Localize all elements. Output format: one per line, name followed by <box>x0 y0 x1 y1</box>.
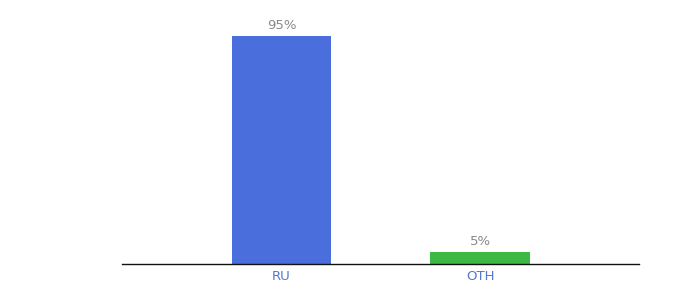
Text: 5%: 5% <box>470 236 491 248</box>
Bar <box>232 36 331 264</box>
Text: 95%: 95% <box>267 20 296 32</box>
Bar <box>430 252 530 264</box>
